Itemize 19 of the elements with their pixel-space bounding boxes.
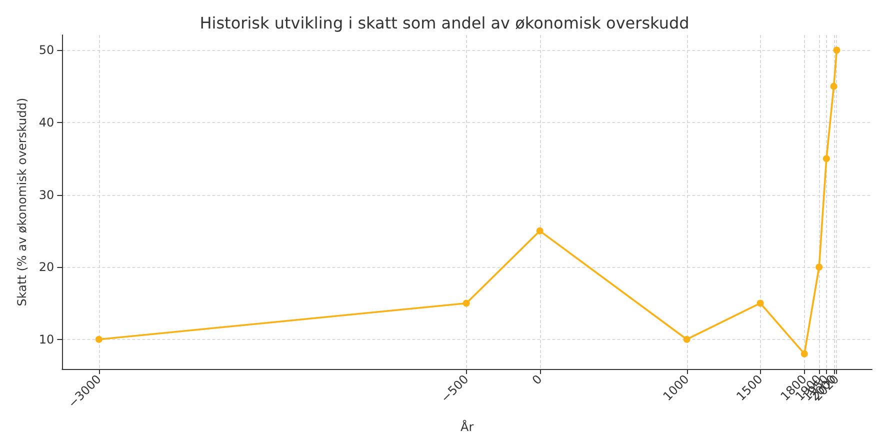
y-axis-title: Skatt (% av økonomisk overskudd) <box>15 98 29 306</box>
point <box>95 336 102 343</box>
y-tick-label: 30 <box>38 188 54 202</box>
point <box>462 300 470 307</box>
point <box>800 350 808 358</box>
y-tick-label: 20 <box>38 260 54 274</box>
y-tick-label: 50 <box>38 43 54 58</box>
chart-title: Historisk utvikling i skatt som andel av økonomisk overskudd <box>200 14 690 32</box>
point <box>683 336 690 343</box>
point <box>816 264 823 271</box>
x-tick-label: 0 <box>529 372 545 388</box>
point <box>756 300 764 307</box>
point <box>830 82 838 90</box>
x-axis-title: År <box>460 419 474 434</box>
y-tick-label: 40 <box>38 115 54 130</box>
point <box>536 227 544 234</box>
y-tick-label: 10 <box>38 332 54 346</box>
point <box>822 155 830 162</box>
point <box>833 46 840 54</box>
